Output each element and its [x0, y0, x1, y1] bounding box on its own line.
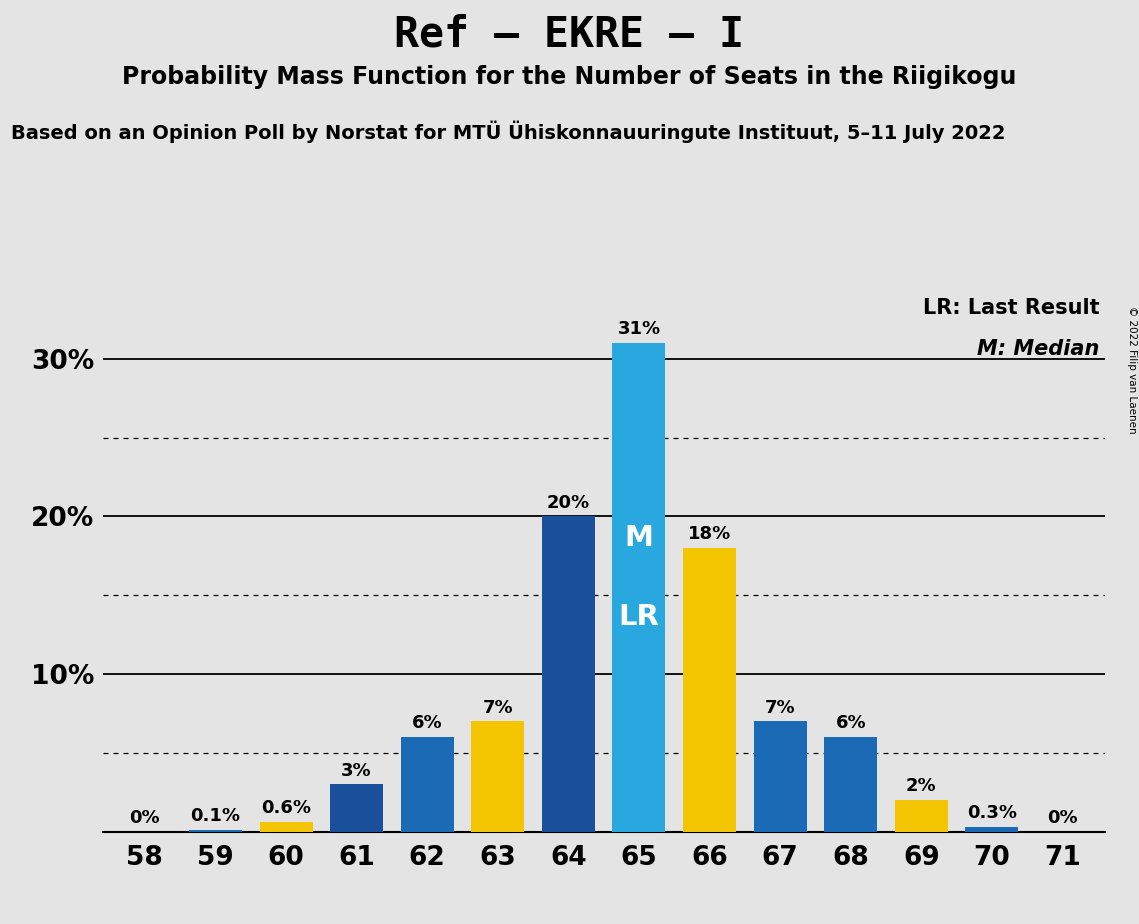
Text: LR: LR: [618, 602, 659, 630]
Text: 6%: 6%: [835, 714, 866, 733]
Bar: [401, 737, 453, 832]
Bar: [472, 722, 524, 832]
Text: © 2022 Filip van Laenen: © 2022 Filip van Laenen: [1126, 306, 1137, 433]
Bar: [825, 737, 877, 832]
Text: 0.6%: 0.6%: [261, 799, 311, 818]
Text: Ref – EKRE – I: Ref – EKRE – I: [394, 14, 745, 55]
Text: M: Median: M: Median: [977, 338, 1100, 359]
Bar: [542, 517, 595, 832]
Bar: [330, 784, 383, 832]
Text: 0.1%: 0.1%: [190, 808, 240, 825]
Text: 20%: 20%: [547, 493, 590, 512]
Text: 18%: 18%: [688, 525, 731, 543]
Bar: [683, 548, 736, 832]
Text: 7%: 7%: [483, 699, 513, 716]
Text: 31%: 31%: [617, 321, 661, 338]
Text: 0%: 0%: [1047, 808, 1077, 827]
Text: Based on an Opinion Poll by Norstat for MTÜ Ühiskonnauuringute Instituut, 5–11 J: Based on an Opinion Poll by Norstat for …: [11, 120, 1006, 142]
Text: Probability Mass Function for the Number of Seats in the Riigikogu: Probability Mass Function for the Number…: [122, 65, 1017, 89]
Bar: [613, 343, 665, 832]
Text: 7%: 7%: [764, 699, 795, 716]
Text: 0.3%: 0.3%: [967, 804, 1017, 822]
Bar: [895, 800, 948, 832]
Text: M: M: [624, 525, 654, 553]
Text: 0%: 0%: [130, 808, 161, 827]
Text: 2%: 2%: [906, 777, 936, 796]
Text: 6%: 6%: [412, 714, 443, 733]
Bar: [260, 822, 312, 832]
Bar: [189, 830, 241, 832]
Text: 3%: 3%: [342, 761, 372, 780]
Text: LR: Last Result: LR: Last Result: [924, 298, 1100, 319]
Bar: [754, 722, 806, 832]
Bar: [966, 827, 1018, 832]
